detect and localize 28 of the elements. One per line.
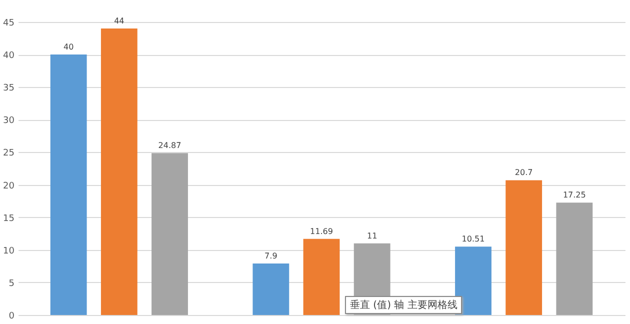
data-label: 17.25 bbox=[562, 190, 586, 200]
data-label: 44 bbox=[114, 16, 124, 26]
bar bbox=[252, 264, 290, 315]
data-label: 24.87 bbox=[158, 141, 182, 150]
annotation: 垂直 (值) 轴 主要网格线 bbox=[345, 296, 462, 314]
bar bbox=[50, 54, 87, 315]
data-label: 20.7 bbox=[514, 168, 533, 178]
y-tick-label: 35 bbox=[3, 84, 14, 94]
data-label: 7.9 bbox=[264, 252, 278, 261]
bar bbox=[506, 180, 542, 315]
data-label: 11.69 bbox=[310, 226, 333, 236]
bar bbox=[455, 246, 492, 315]
bar bbox=[100, 28, 138, 315]
y-tick-label: 5 bbox=[8, 278, 14, 289]
y-tick-label: 30 bbox=[3, 116, 15, 126]
bar bbox=[556, 202, 593, 315]
y-tick-label: 20 bbox=[3, 181, 15, 192]
bar bbox=[303, 238, 340, 315]
y-tick-label: 25 bbox=[3, 148, 14, 159]
y-tick-label: 40 bbox=[3, 51, 15, 62]
y-tick-label: 0 bbox=[8, 312, 15, 322]
data-label: 10.51 bbox=[462, 234, 485, 244]
data-label: 40 bbox=[63, 42, 74, 52]
y-tick-label: 45 bbox=[3, 18, 14, 28]
bar bbox=[152, 153, 188, 315]
y-tick-label: 10 bbox=[3, 246, 15, 256]
y-tick-label: 15 bbox=[3, 214, 14, 224]
data-label: 11 bbox=[366, 231, 378, 240]
